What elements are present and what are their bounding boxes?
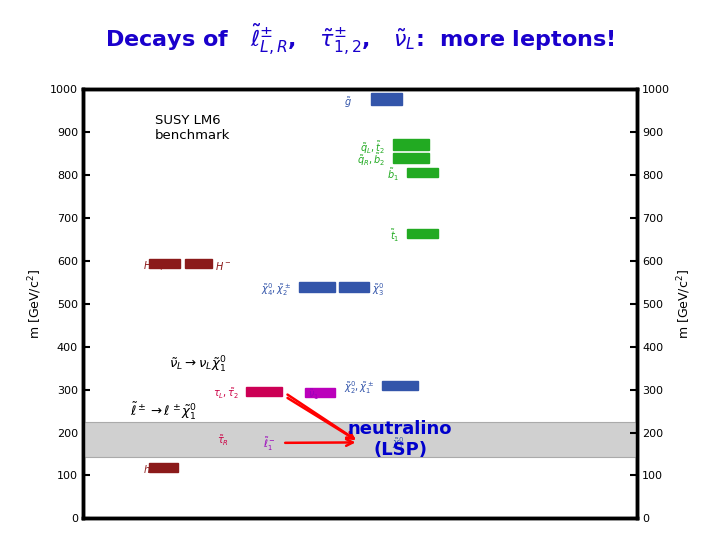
Bar xyxy=(185,259,212,268)
Bar xyxy=(149,259,180,268)
Bar xyxy=(359,437,390,446)
Text: $\tau_L,\tilde{\tau}_2$: $\tau_L,\tilde{\tau}_2$ xyxy=(212,386,239,401)
Y-axis label: m [GeV/c$^2$]: m [GeV/c$^2$] xyxy=(27,269,45,339)
Bar xyxy=(393,153,429,163)
Text: $\tilde{\ell}^\pm \rightarrow \ell^\pm\tilde{\chi}^0_1$: $\tilde{\ell}^\pm \rightarrow \ell^\pm\t… xyxy=(130,401,197,422)
Text: $\tilde{b}_1$: $\tilde{b}_1$ xyxy=(387,166,399,184)
Bar xyxy=(407,228,438,238)
Text: $\tilde{\nu}_1$: $\tilde{\nu}_1$ xyxy=(308,387,319,402)
Bar xyxy=(382,381,418,390)
Text: $\tilde{q}_L,\tilde{t}_2$: $\tilde{q}_L,\tilde{t}_2$ xyxy=(360,139,385,156)
Y-axis label: m [GeV/c$^2$]: m [GeV/c$^2$] xyxy=(675,269,693,339)
FancyBboxPatch shape xyxy=(0,422,720,457)
Bar xyxy=(305,388,335,397)
Text: $H^\pm,A^0$: $H^\pm,A^0$ xyxy=(143,258,178,273)
Text: neutralino
(LSP): neutralino (LSP) xyxy=(348,420,452,459)
Text: $\tilde{\chi}^0_2,\tilde{\chi}^\pm_1$: $\tilde{\chi}^0_2,\tilde{\chi}^\pm_1$ xyxy=(344,380,374,396)
Bar xyxy=(246,387,282,396)
Bar xyxy=(282,437,315,446)
Bar xyxy=(149,463,178,472)
Bar xyxy=(407,167,438,177)
Text: $\tilde{\nu}_L \rightarrow \nu_L\tilde{\chi}^0_1$: $\tilde{\nu}_L \rightarrow \nu_L\tilde{\… xyxy=(168,355,226,375)
Text: $\tilde{\chi}^0_3$: $\tilde{\chi}^0_3$ xyxy=(372,281,384,298)
Text: $\tilde{\chi}^0_4,\tilde{\chi}^\pm_2$: $\tilde{\chi}^0_4,\tilde{\chi}^\pm_2$ xyxy=(261,281,292,298)
Text: $H^-$: $H^-$ xyxy=(215,260,231,272)
Bar xyxy=(339,282,369,292)
Text: $\tilde{g}$: $\tilde{g}$ xyxy=(344,96,351,110)
Bar xyxy=(371,93,402,105)
Text: $h^0$: $h^0$ xyxy=(143,463,156,476)
Text: $\tilde{\ell}^-_1$: $\tilde{\ell}^-_1$ xyxy=(263,435,275,453)
Text: $\tilde{\tau}_R$: $\tilde{\tau}_R$ xyxy=(217,433,229,448)
Text: $\tilde{q}_R,\tilde{b}_2$: $\tilde{q}_R,\tilde{b}_2$ xyxy=(357,151,385,168)
Text: $\tilde{\chi}^0_1$: $\tilde{\chi}^0_1$ xyxy=(392,435,405,452)
Bar xyxy=(393,139,429,150)
Text: SUSY LM6
benchmark: SUSY LM6 benchmark xyxy=(155,114,230,141)
Text: Decays of   $\tilde{\ell}^{\pm}_{L,R}$,   $\tilde{\tau}^{\pm}_{1,2}$,   $\tilde{: Decays of $\tilde{\ell}^{\pm}_{L,R}$, $\… xyxy=(105,22,615,57)
Text: $\tilde{t}_1$: $\tilde{t}_1$ xyxy=(390,227,400,244)
Bar xyxy=(235,434,264,443)
Bar xyxy=(299,282,335,292)
